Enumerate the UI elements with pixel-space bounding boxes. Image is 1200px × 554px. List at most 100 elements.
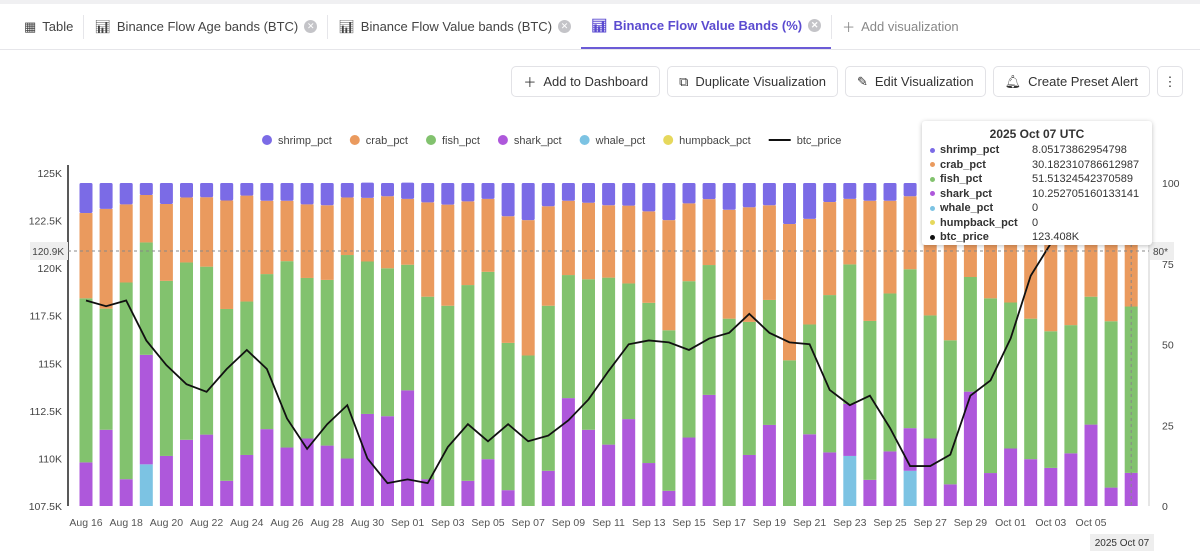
- bar-shrimp_pct-Aug-20: [159, 183, 173, 204]
- series-dot-icon: [930, 234, 935, 240]
- tooltip-row: whale_pct 0: [930, 201, 1144, 216]
- bar-fish_pct-Oct-03: [1044, 331, 1058, 468]
- bar-whale_pct-Sep-26: [903, 470, 917, 506]
- tooltip-key: humpback_pct: [940, 216, 1018, 229]
- bar-fish_pct-Sep-16: [702, 265, 716, 395]
- plus-icon: ＋: [523, 75, 537, 90]
- bar-crab_pct-Sep-12: [622, 205, 636, 284]
- x-tick-label: Aug 20: [150, 517, 183, 529]
- bar-shrimp_pct-Sep-08: [541, 183, 555, 207]
- bar-fish_pct-Sep-03: [441, 305, 455, 506]
- tooltip-key: btc_price: [940, 231, 989, 244]
- bar-shark_pct-Sep-01: [401, 390, 415, 506]
- bar-crab_pct-Sep-07: [521, 220, 535, 356]
- tab-value-bands-pct[interactable]: 📊︎ Binance Flow Value Bands (%) ✕: [581, 4, 832, 49]
- add-visualization-tab[interactable]: ＋ Add visualization: [842, 19, 959, 35]
- bar-shrimp_pct-Aug-31: [381, 183, 394, 197]
- bar-shark_pct-Sep-28: [943, 484, 957, 506]
- x-tick-label: Sep 05: [471, 517, 504, 529]
- crosshair-x-label-bg: [1090, 534, 1154, 551]
- bar-shark_pct-Aug-25: [260, 429, 274, 506]
- bar-shrimp_pct-Sep-20: [783, 183, 796, 225]
- tooltip-row: fish_pct 51.51324542370589: [930, 172, 1144, 187]
- bar-shark_pct-Sep-05: [481, 459, 495, 506]
- bar-fish_pct-Sep-23: [843, 264, 857, 404]
- bar-shrimp_pct-Sep-09: [561, 183, 575, 201]
- bar-shrimp_pct-Sep-21: [803, 183, 817, 219]
- bar-shark_pct-Aug-26: [280, 447, 294, 506]
- bar-shrimp_pct-Aug-16: [79, 183, 93, 214]
- x-tick-label: Sep 13: [632, 517, 665, 529]
- bar-crab_pct-Aug-19: [139, 194, 153, 243]
- bar-shrimp_pct-Sep-24: [863, 183, 877, 201]
- bar-fish_pct-Aug-27: [300, 277, 314, 439]
- bar-crab_pct-Sep-26: [903, 196, 917, 270]
- bar-shark_pct-Oct-06: [1104, 487, 1118, 506]
- bar-shark_pct-Aug-17: [99, 429, 113, 506]
- crosshair-right-label-bg: [1150, 242, 1174, 261]
- x-tick-label: Sep 25: [873, 517, 906, 529]
- bar-shark_pct-Sep-24: [863, 479, 877, 506]
- create-preset-alert-button[interactable]: 🔔︎ Create Preset Alert: [992, 66, 1150, 97]
- bar-fish_pct-Aug-16: [79, 298, 93, 463]
- y-left-tick-label: 107.5K: [29, 501, 62, 513]
- bar-fish_pct-Sep-01: [401, 264, 415, 391]
- legend-label-humpback_pct: humpback_pct: [679, 135, 751, 147]
- x-tick-label: Aug 26: [270, 517, 303, 529]
- bar-shark_pct-Aug-23: [220, 480, 234, 506]
- bar-shrimp_pct-Aug-26: [280, 183, 294, 201]
- bar-fish_pct-Sep-27: [923, 315, 937, 439]
- tab-age-bands[interactable]: 📊︎ Binance Flow Age bands (BTC) ✕: [84, 4, 327, 49]
- bar-crab_pct-Sep-23: [843, 198, 857, 265]
- tooltip-key: crab_pct: [940, 158, 986, 171]
- bar-fish_pct-Sep-06: [501, 342, 515, 491]
- bar-fish_pct-Aug-17: [99, 308, 113, 430]
- bar-shrimp_pct-Aug-17: [99, 183, 113, 209]
- bar-shark_pct-Aug-19: [139, 354, 153, 465]
- bar-shark_pct-Sep-27: [923, 438, 937, 506]
- bar-crab_pct-Sep-18: [742, 207, 756, 322]
- bar-fish_pct-Sep-22: [823, 295, 837, 453]
- legend-marker-fish_pct: [426, 135, 436, 145]
- bar-shark_pct-Sep-19: [762, 424, 776, 506]
- bar-shrimp_pct-Sep-01: [401, 182, 415, 199]
- edit-visualization-button[interactable]: ✎ Edit Visualization: [844, 66, 986, 97]
- bar-fish_pct-Sep-12: [622, 283, 636, 420]
- bar-fish_pct-Aug-22: [200, 266, 214, 435]
- bar-crab_pct-Sep-16: [702, 199, 716, 266]
- close-icon[interactable]: ✕: [808, 19, 822, 32]
- bar-fish_pct-Aug-29: [340, 255, 354, 459]
- y-left-tick-label: 117.5K: [30, 311, 63, 323]
- legend-marker-humpback_pct: [663, 135, 674, 145]
- tooltip-value: 10.252705160133141: [1032, 187, 1140, 200]
- divider: [831, 14, 833, 39]
- more-options-button[interactable]: ⋮: [1157, 66, 1183, 97]
- bar-shrimp_pct-Sep-04: [461, 183, 475, 202]
- bar-crab_pct-Sep-13: [642, 211, 656, 303]
- tooltip-value: 0: [1032, 202, 1039, 215]
- close-icon[interactable]: ✕: [558, 20, 572, 33]
- duplicate-visualization-button[interactable]: ⧉ Duplicate Visualization: [667, 66, 838, 97]
- bar-shrimp_pct-Sep-17: [722, 183, 736, 210]
- close-icon[interactable]: ✕: [304, 20, 318, 33]
- bar-crab_pct-Aug-27: [300, 204, 314, 278]
- bar-crab_pct-Sep-03: [441, 204, 455, 306]
- tooltip-value: 30.182310786612987: [1032, 158, 1140, 171]
- bar-shark_pct-Oct-05: [1084, 424, 1098, 506]
- series-dot-icon: [930, 176, 935, 182]
- x-tick-label: Sep 17: [713, 517, 746, 529]
- bar-shark_pct-Sep-06: [501, 490, 515, 506]
- bar-fish_pct-Aug-20: [159, 280, 173, 456]
- bar-crab_pct-Aug-16: [79, 213, 93, 299]
- tab-value-bands-btc[interactable]: 📊︎ Binance Flow Value bands (BTC) ✕: [328, 4, 581, 49]
- bar-fish_pct-Aug-26: [280, 261, 294, 448]
- bar-crab_pct-Sep-01: [401, 198, 415, 265]
- series-dot-icon: [930, 205, 935, 211]
- bar-fish_pct-Sep-02: [421, 296, 435, 480]
- tab-table[interactable]: ▦ Table: [24, 18, 74, 35]
- bar-shark_pct-Aug-16: [79, 462, 93, 506]
- add-to-dashboard-button[interactable]: ＋ Add to Dashboard: [511, 66, 661, 97]
- bar-chart-icon: 📊︎: [591, 17, 608, 33]
- bar-crab_pct-Sep-17: [722, 209, 736, 319]
